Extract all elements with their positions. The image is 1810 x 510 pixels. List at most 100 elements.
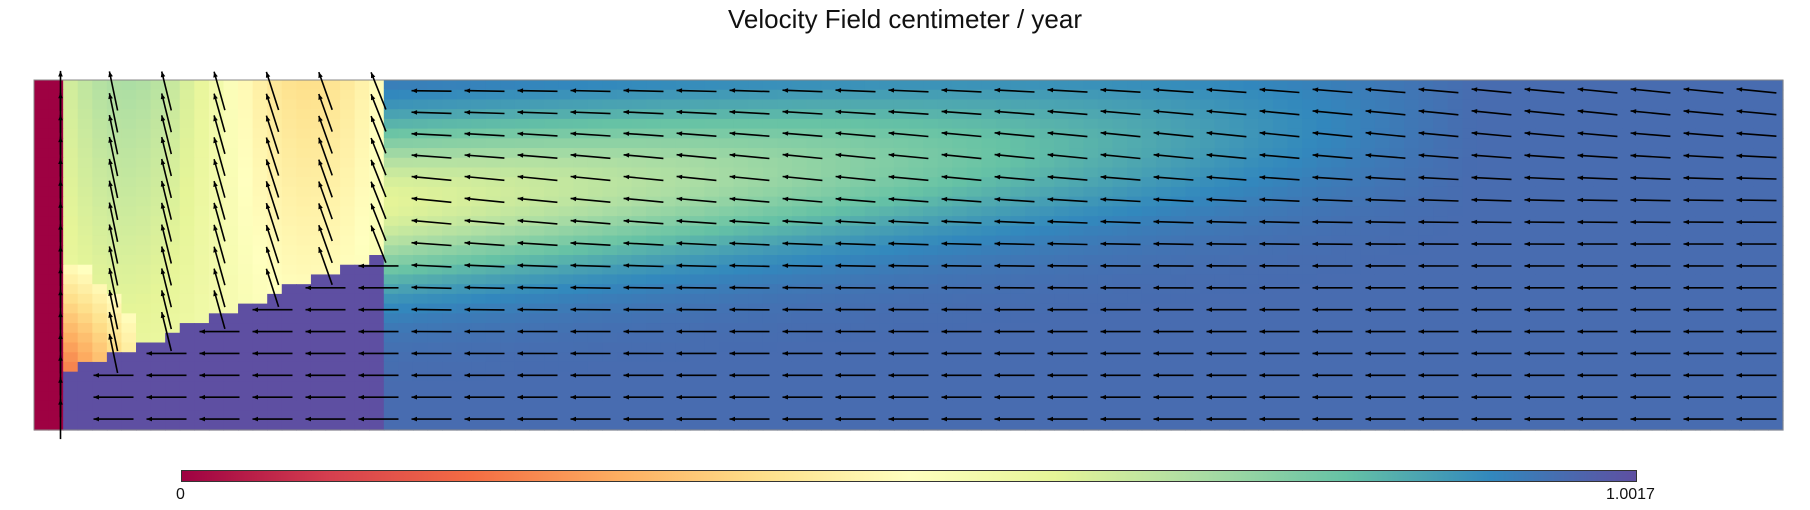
heatmap-cell [1097, 400, 1114, 412]
heatmap-cell [602, 342, 618, 353]
heatmap-cell [150, 420, 166, 431]
heatmap-cell [544, 128, 560, 139]
heatmap-cell [456, 196, 472, 207]
heatmap-cell [1272, 274, 1289, 285]
heatmap-cell [1666, 410, 1682, 421]
heatmap-cell [296, 255, 312, 266]
heatmap-cell [238, 138, 254, 149]
velocity-arrow-head [160, 115, 166, 122]
velocity-arrow [464, 197, 505, 204]
velocity-arrow [517, 286, 558, 289]
heatmap-cell [1520, 225, 1536, 237]
heatmap-cell [442, 99, 458, 110]
heatmap-cell [1753, 177, 1770, 188]
velocity-arrow-head [1418, 241, 1424, 247]
heatmap-cell [689, 109, 706, 120]
heatmap-cell [1404, 313, 1420, 324]
heatmap-cell [1447, 235, 1463, 246]
heatmap-cell [63, 400, 79, 412]
heatmap-cell [442, 255, 458, 266]
heatmap-cell [1083, 128, 1099, 139]
heatmap-cell [354, 332, 370, 344]
heatmap-cell [1010, 400, 1026, 412]
heatmap-cell [689, 186, 706, 198]
heatmap-cell [1753, 206, 1770, 217]
heatmap-cell [850, 371, 866, 382]
heatmap-cell [791, 167, 808, 178]
heatmap-cell [1666, 216, 1682, 227]
heatmap-cell [1462, 361, 1478, 373]
heatmap-cell [675, 255, 691, 266]
heatmap-cell [1170, 420, 1187, 431]
heatmap-cell [500, 274, 516, 285]
heatmap-cell [398, 352, 414, 363]
heatmap-cell [1608, 245, 1624, 256]
heatmap-cell [1433, 177, 1449, 188]
heatmap-cell [34, 206, 50, 217]
heatmap-cell [1258, 89, 1274, 101]
heatmap-cell [238, 342, 254, 353]
heatmap-cell [1243, 99, 1259, 110]
heatmap-cell [1272, 342, 1289, 353]
heatmap-cell [617, 225, 633, 237]
heatmap-cell [77, 245, 93, 256]
velocity-arrow-head [1736, 131, 1743, 136]
heatmap-cell [514, 80, 531, 91]
heatmap-cell [893, 196, 910, 207]
heatmap-cell [150, 313, 166, 324]
heatmap-cell [821, 80, 837, 91]
heatmap-cell [981, 196, 997, 207]
heatmap-cell [1608, 293, 1624, 305]
heatmap-cell [1491, 410, 1507, 421]
heatmap-cell [1302, 400, 1318, 412]
heatmap-cell [806, 303, 822, 314]
heatmap-cell [412, 225, 429, 237]
heatmap-cell [500, 332, 516, 344]
heatmap-cell [208, 313, 225, 324]
heatmap-cell [587, 216, 604, 227]
velocity-arrow [570, 89, 611, 93]
heatmap-cell [646, 225, 662, 237]
heatmap-cell [558, 361, 574, 373]
velocity-arrow-head [1206, 197, 1213, 202]
heatmap-cell [1170, 89, 1187, 101]
heatmap-cell [1462, 284, 1478, 295]
heatmap-cell [1360, 400, 1376, 412]
heatmap-cell [1491, 391, 1507, 402]
velocity-arrow-head [1577, 241, 1583, 247]
heatmap-cell [1520, 420, 1536, 431]
heatmap-cell [1491, 235, 1507, 246]
heatmap-cell [1666, 99, 1682, 110]
heatmap-cell [442, 138, 458, 149]
heatmap-cell [296, 420, 312, 431]
velocity-arrow-head [941, 87, 948, 93]
heatmap-cell [1200, 352, 1216, 363]
heatmap-cell [1404, 177, 1420, 188]
heatmap-cell [1010, 264, 1026, 276]
velocity-arrow-head [1524, 285, 1530, 291]
heatmap-cell [165, 138, 181, 149]
heatmap-cell [1039, 196, 1055, 207]
heatmap-cell [1433, 89, 1449, 101]
heatmap-cell [1564, 410, 1580, 421]
heatmap-cell [296, 371, 312, 382]
velocity-arrow [213, 137, 226, 177]
heatmap-cell [281, 400, 297, 412]
heatmap-cell [1389, 410, 1405, 421]
heatmap-cell [1010, 284, 1026, 295]
velocity-arrow [213, 290, 226, 330]
heatmap-cell [923, 342, 939, 353]
heatmap-cell [340, 391, 356, 402]
heatmap-cell [165, 245, 181, 256]
heatmap-cell [1214, 391, 1230, 402]
velocity-arrow-head [318, 72, 323, 79]
heatmap-cell [1374, 284, 1391, 295]
velocity-arrow-head [782, 285, 788, 290]
heatmap-cell [1345, 352, 1361, 363]
heatmap-cell [1243, 225, 1259, 237]
heatmap-cell [995, 177, 1012, 188]
heatmap-cell [340, 186, 356, 198]
heatmap-cell [1637, 80, 1653, 91]
heatmap-cell [806, 371, 822, 382]
heatmap-cell [1535, 167, 1551, 178]
